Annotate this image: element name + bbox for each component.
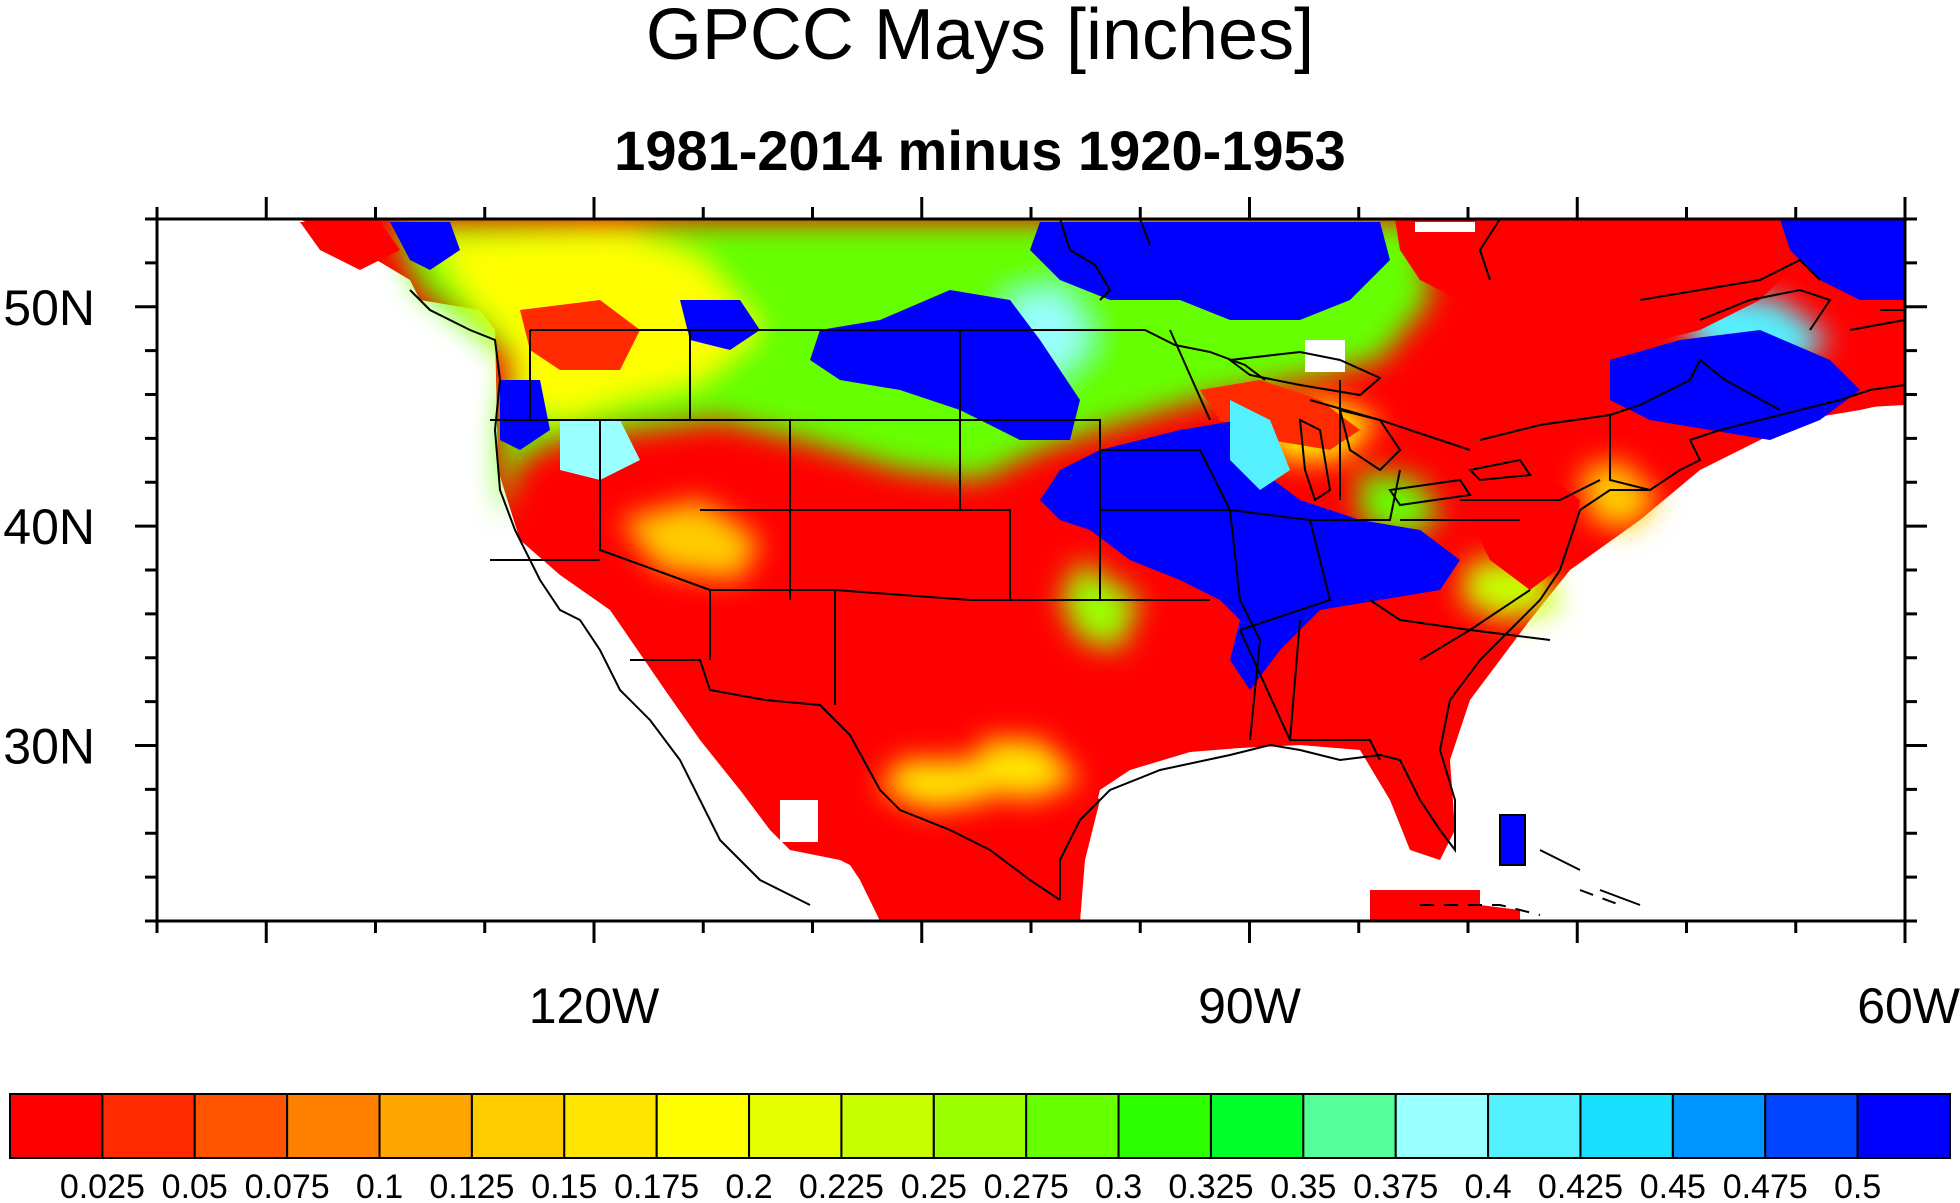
colorbar-labels: 0.025 0.05 0.075 0.1 0.125 0.15 0.175 0.2 0.225 0…: [60, 1168, 1881, 1203]
colorbar-boxes: [9, 1093, 1951, 1159]
great-lakes: [1227, 350, 1532, 507]
colorbar-box: [101, 1093, 196, 1159]
colorbar-box: [1487, 1093, 1582, 1159]
blue-region-saskatchewan: [680, 300, 760, 350]
chart-title: GPCC Mays [inches]: [645, 0, 1315, 75]
colorbar-label: 0.25: [901, 1168, 967, 1203]
us-canada-border: [530, 329, 1781, 451]
colorbar-label: 0.225: [799, 1168, 884, 1203]
colorbar-label: 0.05: [162, 1168, 228, 1203]
colorbar-box: [563, 1093, 658, 1159]
cyan-region-michigan: [1230, 400, 1290, 490]
colorbar-label: 0.275: [984, 1168, 1069, 1203]
colorbar-label: 0.5: [1834, 1168, 1881, 1203]
colorbar-box: [1579, 1093, 1674, 1159]
colorbar-box: [378, 1093, 473, 1159]
red-patch-quebec: [1395, 219, 1800, 350]
colorbar-label: 0.1: [356, 1168, 403, 1203]
colorbar-label: 0.4: [1464, 1168, 1511, 1203]
colorbar-box: [1764, 1093, 1859, 1159]
colorbar-box: [9, 1093, 104, 1159]
x-tick-label: 60W: [1857, 978, 1960, 1034]
missing-data-cell: [1415, 222, 1475, 232]
blue-region-mississippi: [1040, 420, 1460, 690]
caribbean-islands: [1499, 814, 1641, 906]
colorbar-box: [1025, 1093, 1120, 1159]
x-tick-label: 90W: [1198, 978, 1302, 1034]
colorbar-label: 0.15: [531, 1168, 597, 1203]
colorbar-box: [655, 1093, 751, 1159]
cuba-coast: [1420, 889, 1621, 916]
y-tick-label: 50N: [3, 280, 95, 336]
colorbar-label: 0.3: [1095, 1168, 1142, 1203]
red-patch-nova-scotia: [1840, 365, 1905, 408]
colorbar-box: [1671, 1093, 1767, 1159]
colorbar-label: 0.375: [1353, 1168, 1438, 1203]
colorbar-label: 0.125: [429, 1168, 514, 1203]
colorbar-box: [840, 1093, 935, 1159]
blue-region-northern-plains: [810, 290, 1080, 440]
colorbar-box: [470, 1093, 566, 1159]
missing-data-cell: [780, 800, 818, 842]
map-plot-area: 120W 90W 60W 30N 40N 50N: [3, 197, 1960, 1034]
colorbar-box: [1394, 1093, 1490, 1159]
blue-region-labrador: [1780, 219, 1905, 300]
y-axis-labels: 30N 40N 50N: [3, 280, 95, 775]
blue-region-washington: [500, 380, 550, 450]
colorbar-box: [193, 1093, 289, 1159]
blue-region-alberta: [390, 222, 460, 270]
y-tick-label: 30N: [3, 719, 95, 775]
colorbar-box: [932, 1093, 1028, 1159]
gulf-east-coast: [1059, 384, 1905, 900]
boundaries: [409, 219, 1905, 916]
colorbar-label: 0.425: [1538, 1168, 1623, 1203]
colorbar: 0.025 0.05 0.075 0.1 0.125 0.15 0.175 0.2 0.225 0…: [9, 1093, 1951, 1203]
hudson-bay-edge: [1059, 219, 1151, 301]
atlantic-canada-coast: [1478, 219, 1905, 331]
axis-ticks: [135, 197, 1927, 943]
state-lines: [490, 329, 1651, 761]
red-patch-bc: [300, 222, 400, 270]
colorbar-label: 0.45: [1640, 1168, 1706, 1203]
colorbar-box: [1302, 1093, 1397, 1159]
colorbar-label: 0.475: [1723, 1168, 1808, 1203]
y-tick-label: 40N: [3, 499, 95, 555]
colorbar-label: 0.325: [1168, 1168, 1253, 1203]
land-region-bahamas: [1500, 815, 1526, 865]
colorbar-label: 0.35: [1270, 1168, 1336, 1203]
colorbar-label: 0.025: [60, 1168, 145, 1203]
red-patch-montana: [520, 300, 640, 370]
blue-region-ontario: [1030, 222, 1390, 320]
colorbar-label: 0.175: [614, 1168, 699, 1203]
x-axis-labels: 120W 90W 60W: [529, 978, 1960, 1034]
x-tick-label: 120W: [529, 978, 660, 1034]
colorbar-box: [1209, 1093, 1305, 1159]
chart-subtitle: 1981-2014 minus 1920-1953: [614, 119, 1346, 182]
colorbar-box: [748, 1093, 843, 1159]
colorbar-label: 0.075: [245, 1168, 330, 1203]
west-coast: [409, 289, 811, 906]
colorbar-box: [1856, 1093, 1951, 1159]
colorbar-box: [286, 1093, 381, 1159]
colorbar-box: [1117, 1093, 1212, 1159]
precipitation-field: [300, 219, 1905, 921]
us-mexico-border: [630, 659, 1061, 901]
colorbar-label: 0.2: [725, 1168, 772, 1203]
